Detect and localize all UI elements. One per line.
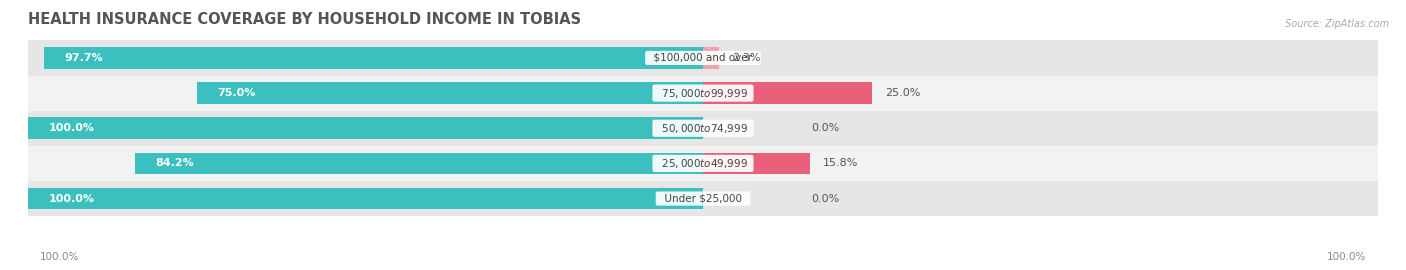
- Text: $25,000 to $49,999: $25,000 to $49,999: [655, 157, 751, 170]
- Bar: [28, 117, 703, 139]
- Text: 97.7%: 97.7%: [63, 53, 103, 63]
- Bar: [44, 47, 703, 69]
- Bar: [28, 76, 1378, 111]
- Text: 2.3%: 2.3%: [733, 53, 761, 63]
- Bar: [28, 146, 1378, 181]
- Bar: [703, 82, 872, 104]
- Text: 84.2%: 84.2%: [155, 158, 194, 168]
- Text: Under $25,000: Under $25,000: [658, 194, 748, 204]
- Text: $50,000 to $74,999: $50,000 to $74,999: [655, 122, 751, 135]
- Bar: [703, 47, 718, 69]
- Bar: [703, 153, 810, 174]
- Text: 100.0%: 100.0%: [39, 251, 79, 262]
- Bar: [197, 82, 703, 104]
- Text: Source: ZipAtlas.com: Source: ZipAtlas.com: [1285, 19, 1389, 29]
- Text: $75,000 to $99,999: $75,000 to $99,999: [655, 87, 751, 100]
- Bar: [28, 40, 1378, 76]
- Bar: [135, 153, 703, 174]
- Text: 100.0%: 100.0%: [48, 194, 94, 204]
- Text: HEALTH INSURANCE COVERAGE BY HOUSEHOLD INCOME IN TOBIAS: HEALTH INSURANCE COVERAGE BY HOUSEHOLD I…: [28, 12, 581, 27]
- Text: 100.0%: 100.0%: [1327, 251, 1367, 262]
- Bar: [28, 181, 1378, 216]
- Text: 0.0%: 0.0%: [811, 123, 839, 133]
- Bar: [28, 111, 1378, 146]
- Text: $100,000 and over: $100,000 and over: [647, 53, 759, 63]
- Text: 15.8%: 15.8%: [823, 158, 859, 168]
- Text: 100.0%: 100.0%: [48, 123, 94, 133]
- Bar: [28, 188, 703, 210]
- Text: 75.0%: 75.0%: [217, 88, 256, 98]
- Text: 25.0%: 25.0%: [886, 88, 921, 98]
- Text: 0.0%: 0.0%: [811, 194, 839, 204]
